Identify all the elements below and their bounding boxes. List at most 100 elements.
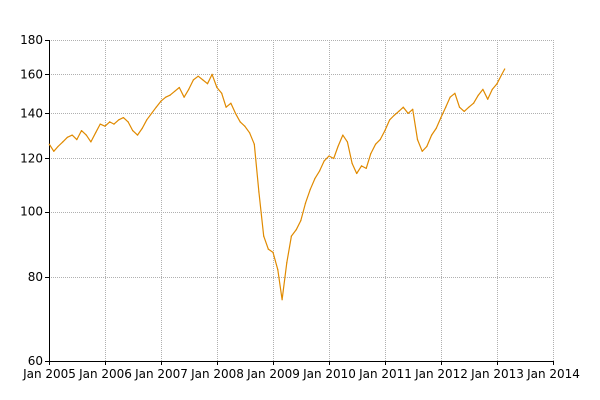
data-point <box>206 83 209 85</box>
data-point <box>398 110 400 112</box>
data-point <box>221 92 223 94</box>
data-point <box>211 73 213 75</box>
data-point <box>360 165 363 167</box>
data-point <box>169 94 171 96</box>
data-point <box>487 98 489 100</box>
data-point <box>435 127 437 129</box>
data-point <box>346 141 348 143</box>
data-point <box>328 155 330 157</box>
data-point <box>496 83 498 85</box>
data-point <box>416 139 419 141</box>
data-point <box>323 160 325 162</box>
data-point <box>132 130 134 132</box>
data-point <box>440 117 442 119</box>
data-point <box>80 130 83 132</box>
data-point <box>57 145 59 148</box>
data-point <box>263 235 265 237</box>
data-point <box>426 145 428 148</box>
data-point <box>267 248 269 250</box>
x-tick-label: Jan 2007 <box>134 367 188 381</box>
data-point <box>389 119 391 121</box>
x-tick-label: Jan 2010 <box>302 367 356 381</box>
data-point <box>253 143 255 145</box>
y-tick-label: 120 <box>20 151 43 165</box>
data-point <box>136 134 139 136</box>
data-point <box>146 119 148 121</box>
data-point <box>85 134 87 136</box>
data-point <box>314 178 316 180</box>
data-point <box>384 130 386 132</box>
data-point <box>244 125 246 127</box>
axes <box>45 40 554 365</box>
data-point <box>258 191 260 193</box>
x-tick-label: Jan 2012 <box>414 367 468 381</box>
data-point <box>333 157 335 160</box>
data-point <box>473 102 475 104</box>
x-tick-label: Jan 2006 <box>78 367 132 381</box>
data-point <box>95 132 97 134</box>
data-point <box>239 121 241 123</box>
data-point <box>421 150 423 152</box>
y-tick-label: 160 <box>20 67 43 81</box>
data-point <box>504 68 506 70</box>
data-point <box>491 88 493 90</box>
data-point <box>99 123 101 125</box>
data-point <box>202 79 204 81</box>
data-point <box>155 106 157 108</box>
data-point <box>183 96 185 98</box>
data-point <box>174 90 176 92</box>
x-tick-label: Jan 2011 <box>358 367 412 381</box>
data-point <box>272 251 274 253</box>
data-point <box>365 167 367 169</box>
data-point <box>290 235 292 237</box>
data-point <box>122 117 124 119</box>
data-point <box>407 112 409 114</box>
data-point <box>412 108 414 110</box>
data-point <box>379 139 381 141</box>
y-tick-label: 180 <box>20 33 43 47</box>
data-point <box>104 125 106 127</box>
x-tick-label: Jan 2005 <box>22 367 76 381</box>
data-point <box>178 86 180 89</box>
data-point <box>309 188 311 190</box>
series-layer <box>48 68 506 301</box>
data-point <box>501 73 503 75</box>
data-point <box>319 170 321 172</box>
data-point <box>454 92 456 94</box>
x-tick-label: Jan 2008 <box>190 367 244 381</box>
data-point <box>249 132 251 134</box>
data-point <box>356 172 358 175</box>
data-point <box>449 96 451 98</box>
data-point <box>197 75 199 77</box>
data-point <box>286 262 288 264</box>
y-tick-label: 100 <box>20 205 43 219</box>
data-point <box>402 106 404 108</box>
data-point <box>375 143 377 145</box>
data-point <box>295 229 297 231</box>
data-point <box>370 153 372 155</box>
data-point <box>127 121 129 123</box>
data-point <box>48 143 50 145</box>
grid <box>49 40 554 361</box>
series-line <box>48 68 506 301</box>
data-point <box>160 100 162 102</box>
data-point <box>351 162 353 164</box>
data-point <box>342 134 344 136</box>
data-point <box>192 79 194 81</box>
x-tick-label: Jan 2013 <box>470 367 524 381</box>
data-point <box>277 269 279 271</box>
data-point <box>234 112 237 114</box>
data-point <box>337 145 339 148</box>
data-point <box>113 123 115 125</box>
data-point <box>468 106 470 108</box>
data-point <box>300 220 302 222</box>
data-point <box>477 94 479 96</box>
x-tick-label: Jan 2014 <box>526 367 580 381</box>
data-point <box>109 121 111 123</box>
data-point <box>216 86 218 89</box>
data-point <box>118 119 120 121</box>
data-point <box>53 150 55 152</box>
data-point <box>482 88 484 90</box>
y-tick-label: 140 <box>20 106 43 120</box>
